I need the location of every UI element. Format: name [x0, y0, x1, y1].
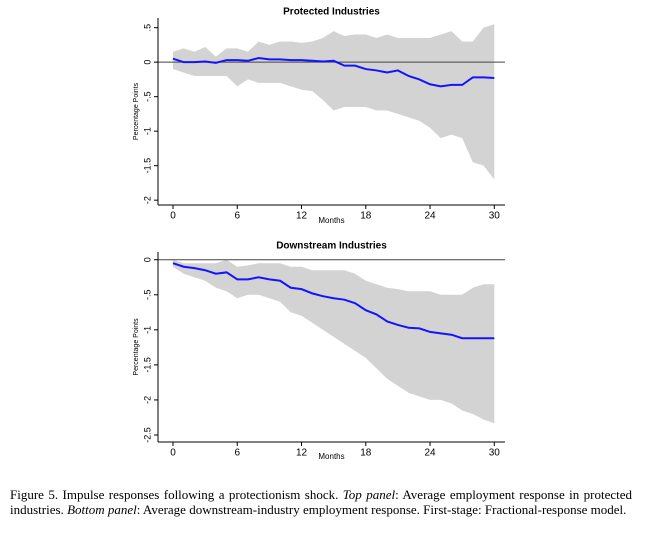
caption-text: : Average employment response in protect…: [10, 487, 633, 517]
x-tick-label: 0: [170, 211, 176, 222]
x-tick-label: 12: [296, 211, 308, 222]
x-tick-label: 12: [296, 448, 308, 459]
x-tick-label: 24: [424, 448, 436, 459]
caption-label: Top panel: [342, 487, 396, 502]
y-axis-label: Percentage Points: [133, 82, 140, 140]
y-tick-label: -.5: [142, 91, 152, 102]
x-tick-label: 0: [170, 448, 176, 459]
y-tick-label: -2.5: [142, 427, 152, 443]
y-tick-label: -2: [142, 196, 152, 204]
y-tick-label: -1.5: [142, 357, 152, 373]
x-tick-label: 18: [360, 211, 372, 222]
caption: Figure 5. Impulse responses following a …: [10, 487, 632, 517]
caption-lead: Figure 5. Impulse responses following a …: [10, 487, 343, 502]
x-axis-label: Months: [318, 452, 344, 461]
chart-title: Downstream Industries: [276, 241, 387, 252]
y-axis-label: Percentage Points: [133, 318, 140, 376]
y-tick-label: 0: [142, 257, 152, 262]
x-tick-label: 18: [360, 448, 372, 459]
y-tick-label: .5: [142, 24, 152, 32]
x-axis-label: Months: [318, 216, 344, 225]
x-tick-label: 6: [234, 448, 240, 459]
caption-label: Bottom panel: [67, 502, 137, 517]
y-tick-label: -1.5: [142, 158, 152, 174]
y-tick-label: -.5: [142, 290, 152, 301]
confidence-band: [172, 24, 495, 180]
estimate-line: [172, 57, 495, 88]
x-tick-label: 30: [489, 448, 501, 459]
confidence-band: [172, 259, 495, 424]
chart-title: Protected Industries: [283, 7, 380, 18]
y-tick-label: 0: [142, 60, 152, 65]
x-tick-label: 6: [234, 211, 240, 222]
y-tick-label: -2: [142, 396, 152, 404]
y-tick-label: -1: [142, 127, 152, 135]
x-tick-label: 30: [489, 211, 501, 222]
caption-text: : Average downstream-industry employment…: [136, 502, 627, 517]
estimate-line: [172, 262, 495, 340]
x-tick-label: 24: [424, 211, 436, 222]
figure: Protected Industries .5 0 -.5 -1 -1.5 -2 0 6 12 18…: [133, 7, 505, 461]
y-tick-label: -1: [142, 326, 152, 334]
